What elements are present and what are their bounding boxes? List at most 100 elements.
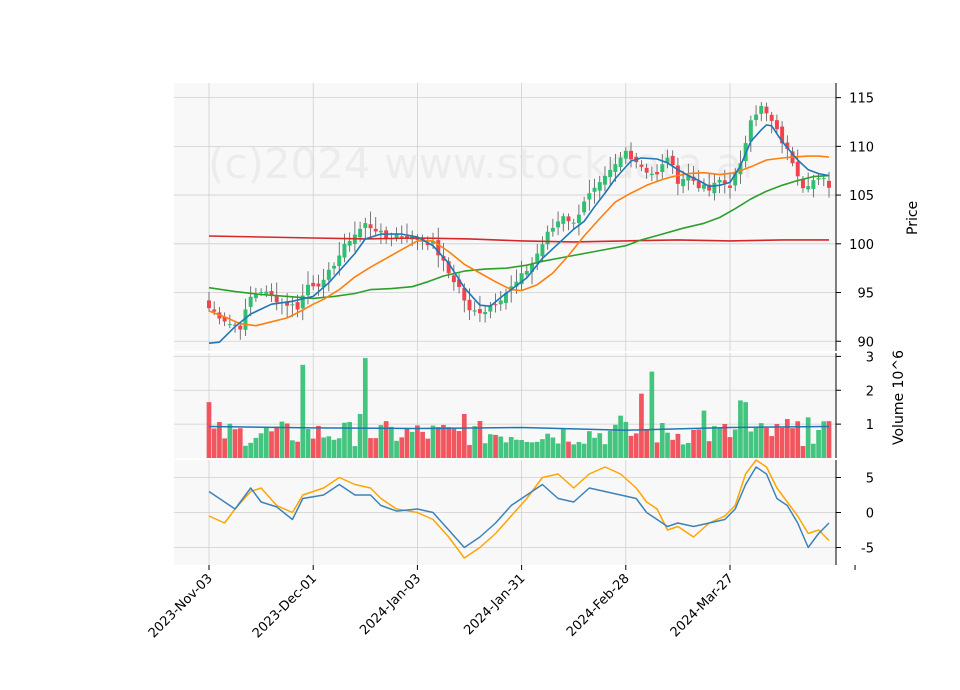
volume-bar <box>274 426 280 458</box>
candle-body <box>806 186 811 190</box>
candle-body <box>274 295 279 303</box>
volume-bar <box>607 430 613 458</box>
volume-bar <box>415 425 420 458</box>
x-tick-label: 2024-Mar-27 <box>668 571 737 640</box>
candle-body <box>342 243 347 258</box>
volume-bar <box>310 438 316 458</box>
candle-body <box>545 231 550 245</box>
volume-bar <box>378 425 384 458</box>
volume-bar <box>211 428 217 458</box>
volume-bar <box>321 437 326 458</box>
volume-bar <box>717 428 722 458</box>
candle-body <box>733 173 738 186</box>
sma-long-line <box>208 235 829 243</box>
volume-bar <box>566 441 571 458</box>
volume-bar <box>482 443 488 458</box>
price-tick-label: 105 <box>849 189 874 204</box>
volume-bar <box>753 427 759 458</box>
volume-bar <box>253 437 259 458</box>
candle-body <box>248 296 253 307</box>
volume-bar <box>263 426 269 458</box>
candle-body <box>436 240 441 256</box>
macd-line <box>208 466 830 549</box>
volume-bar <box>383 421 389 458</box>
candle-body <box>462 287 467 301</box>
volume-bar <box>503 442 509 458</box>
volume-bar <box>654 442 660 458</box>
price-tick-label: 90 <box>857 335 874 350</box>
candle-body <box>399 236 404 238</box>
volume-bar <box>821 421 827 458</box>
candle-body <box>337 255 342 267</box>
candle-body <box>378 230 383 233</box>
candle-body <box>639 164 644 167</box>
price-tick-label: 110 <box>849 140 874 155</box>
volume-bar <box>331 439 337 458</box>
volume-bar <box>451 428 457 458</box>
candle-body <box>800 179 805 189</box>
candle-body <box>316 283 321 287</box>
volume-bar <box>670 439 676 458</box>
candle-body <box>644 167 649 173</box>
volume-bar <box>467 445 472 458</box>
candle-body <box>722 180 727 184</box>
candle-body <box>503 293 508 303</box>
candle-body <box>243 309 248 330</box>
x-tick-label: 2023-Nov-03 <box>146 571 216 641</box>
volume-average-line <box>208 425 830 431</box>
volume-bar <box>784 419 790 458</box>
candle-body <box>415 238 420 240</box>
price-tick-label: 95 <box>857 287 874 302</box>
volume-bar <box>326 436 332 458</box>
volume-bar <box>508 436 514 458</box>
volume-bar <box>712 426 717 458</box>
candle-body <box>394 233 399 239</box>
candle-body <box>347 241 352 246</box>
volume-bar <box>680 444 686 458</box>
volume-bar <box>586 431 592 458</box>
volume-bar <box>206 402 212 458</box>
volume-bar <box>534 441 540 458</box>
volume-bar <box>357 413 363 458</box>
candle-body <box>780 126 785 144</box>
candle-body <box>816 178 821 180</box>
candle-body <box>524 270 529 275</box>
candle-body <box>629 150 633 160</box>
volume-bar <box>342 422 347 458</box>
candle-body <box>769 114 774 121</box>
volume-bar <box>602 444 608 458</box>
volume-bar <box>373 438 379 458</box>
volume-bar <box>769 436 775 458</box>
candle-body <box>326 269 331 280</box>
volume-bar <box>555 443 561 458</box>
volume-bar <box>685 442 691 458</box>
price-axis-label: Price <box>905 201 921 235</box>
volume-bar <box>722 423 728 458</box>
price-panel-background <box>174 83 836 351</box>
candle-body <box>488 306 493 312</box>
candle-body <box>285 301 290 306</box>
candle-body <box>306 284 310 296</box>
price-tick-label: 115 <box>849 92 874 107</box>
volume-bar <box>738 400 743 458</box>
volume-bar <box>649 371 655 458</box>
volume-bar <box>472 426 478 458</box>
candle-body <box>446 261 451 274</box>
volume-bar <box>701 410 707 458</box>
candle-body <box>576 214 581 224</box>
sma-slow-line <box>208 174 830 300</box>
candle-body <box>467 299 472 311</box>
volume-bar <box>623 421 629 458</box>
volume-bar <box>659 423 665 458</box>
candle-body <box>728 185 732 188</box>
volume-bar <box>227 423 233 458</box>
volume-bar <box>435 427 441 458</box>
volume-bar <box>399 437 405 458</box>
volume-bar <box>743 402 748 458</box>
candle-body <box>212 309 217 312</box>
volume-bar <box>425 438 431 458</box>
candle-body <box>259 292 264 294</box>
volume-tick-label: 2 <box>866 384 874 399</box>
candle-body <box>253 294 258 299</box>
volume-bars <box>206 358 832 458</box>
